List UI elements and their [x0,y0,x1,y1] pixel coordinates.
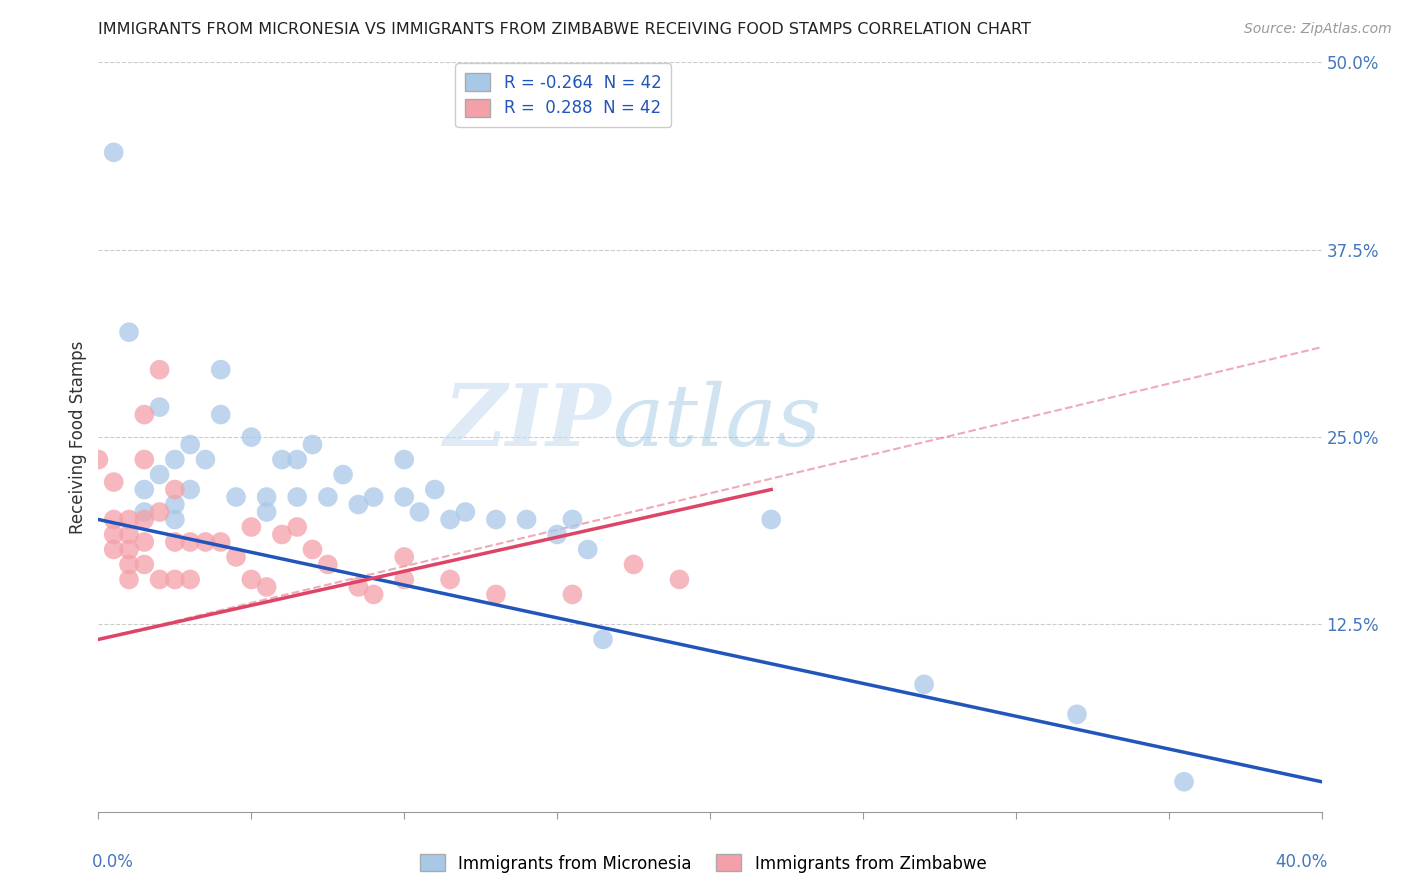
Point [454,505,477,519]
Point [149,400,172,414]
Point [576,542,599,557]
Point [285,490,308,504]
Point [392,549,416,564]
Point [1066,707,1088,722]
Point [103,527,125,541]
Text: IMMIGRANTS FROM MICRONESIA VS IMMIGRANTS FROM ZIMBABWE RECEIVING FOOD STAMPS COR: IMMIGRANTS FROM MICRONESIA VS IMMIGRANTS… [98,22,1031,37]
Point [759,512,782,526]
Point [561,512,583,526]
Point [485,587,508,601]
Point [194,535,217,549]
Point [118,325,141,339]
Point [392,490,416,504]
Point [256,580,278,594]
Point [316,558,339,572]
Point [439,512,461,526]
Point [285,520,308,534]
Point [134,512,156,526]
Point [301,437,323,451]
Point [209,535,232,549]
Point [118,512,141,526]
Point [103,145,125,160]
Point [103,512,125,526]
Text: ZIP: ZIP [444,380,612,464]
Point [240,520,263,534]
Point [225,490,247,504]
Point [149,467,172,482]
Point [118,542,141,557]
Point [546,527,568,541]
Point [87,452,110,467]
Point [134,408,156,422]
Point [270,527,292,541]
Point [240,573,263,587]
Point [485,512,508,526]
Point [209,362,232,376]
Point [163,573,186,587]
Point [592,632,614,647]
Point [256,505,278,519]
Point [240,430,263,444]
Point [623,558,645,572]
Point [103,475,125,489]
Point [179,483,201,497]
Point [163,498,186,512]
Text: 0.0%: 0.0% [93,853,134,871]
Point [149,362,172,376]
Text: 40.0%: 40.0% [1275,853,1327,871]
Point [134,558,156,572]
Point [225,549,247,564]
Point [134,483,156,497]
Point [347,498,370,512]
Point [408,505,430,519]
Point [912,677,935,691]
Point [163,535,186,549]
Legend: R = -0.264  N = 42, R =  0.288  N = 42: R = -0.264 N = 42, R = 0.288 N = 42 [456,63,671,128]
Point [668,573,690,587]
Point [347,580,370,594]
Y-axis label: Receiving Food Stamps: Receiving Food Stamps [69,341,87,533]
Point [149,573,172,587]
Point [332,467,354,482]
Point [270,452,292,467]
Point [392,452,416,467]
Point [516,512,538,526]
Point [163,512,186,526]
Point [134,505,156,519]
Point [134,535,156,549]
Point [1173,774,1195,789]
Point [285,452,308,467]
Point [301,542,323,557]
Point [316,490,339,504]
Point [149,505,172,519]
Point [179,437,201,451]
Point [423,483,446,497]
Point [363,587,385,601]
Point [392,573,416,587]
Point [256,490,278,504]
Point [103,542,125,557]
Point [163,483,186,497]
Text: Source: ZipAtlas.com: Source: ZipAtlas.com [1244,22,1392,37]
Point [118,573,141,587]
Point [134,452,156,467]
Point [561,587,583,601]
Point [179,573,201,587]
Point [363,490,385,504]
Legend: Immigrants from Micronesia, Immigrants from Zimbabwe: Immigrants from Micronesia, Immigrants f… [413,847,993,880]
Point [118,558,141,572]
Point [209,408,232,422]
Text: atlas: atlas [612,381,821,464]
Point [439,573,461,587]
Point [194,452,217,467]
Point [163,452,186,467]
Point [179,535,201,549]
Point [118,527,141,541]
